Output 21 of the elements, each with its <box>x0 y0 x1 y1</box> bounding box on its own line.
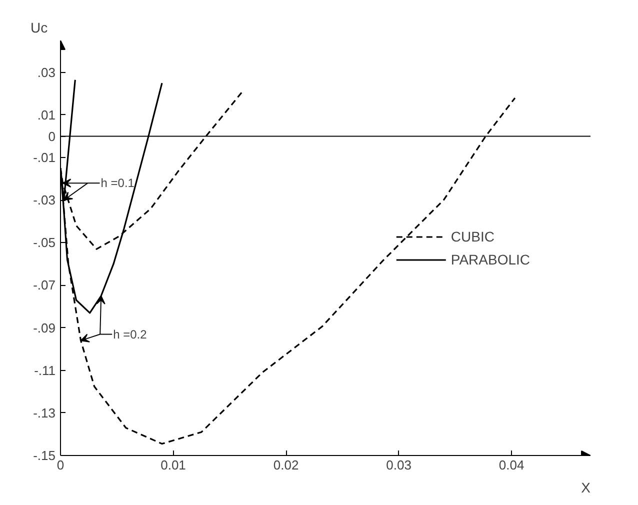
x-tick-label: 0.03 <box>386 458 412 472</box>
y-tick-label: -.05 <box>33 235 56 250</box>
y-tick-label: -.07 <box>33 278 56 293</box>
y-tick-label: 0 <box>48 128 56 144</box>
y-tick-label: -.09 <box>33 320 56 336</box>
annotation: h =0.1 <box>100 176 135 190</box>
y-tick-label: .01 <box>37 107 56 122</box>
y-tick-label: -.03 <box>33 192 56 208</box>
x-tick-label: 0.04 <box>498 458 524 472</box>
y-tick-label: -.11 <box>34 362 56 378</box>
annotation: h =0.2 <box>113 327 148 342</box>
y-tick-label: -.13 <box>33 405 56 420</box>
legend-label: PARABOLIC <box>450 251 530 267</box>
x-tick-label: 0.02 <box>273 458 299 472</box>
y-axis-title: Uc <box>30 20 48 36</box>
y-tick-label: -.01 <box>33 150 56 166</box>
x-axis-title: X <box>581 480 592 496</box>
legend-label: CUBIC <box>450 228 494 244</box>
y-tick-label: .03 <box>37 64 56 80</box>
x-tick-label: 0.01 <box>160 458 186 472</box>
y-tick-label: -.15 <box>33 448 56 463</box>
